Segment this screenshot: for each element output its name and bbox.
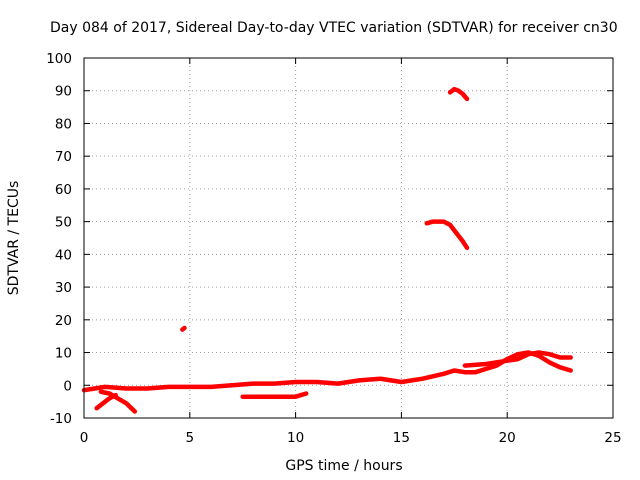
series-arc-50 xyxy=(424,219,470,251)
data-series xyxy=(81,86,573,414)
axis-ticks: 0 5 10 15 20 25 -10 0 10 20 30 40 50 60 70 80 90 100 xyxy=(46,51,621,446)
y-tick-label: 80 xyxy=(55,116,72,132)
x-axis-label: GPS time / hours xyxy=(285,458,402,474)
x-tick-label: 20 xyxy=(499,430,516,446)
series-upper-branch xyxy=(462,350,573,368)
y-tick-label: 0 xyxy=(63,378,72,394)
y-tick-label: 60 xyxy=(55,182,72,198)
series-main-track xyxy=(81,350,573,393)
chart-title: Day 084 of 2017, Sidereal Day-to-day VTE… xyxy=(50,20,618,36)
y-tick-label: -10 xyxy=(50,411,72,427)
x-tick-label: 5 xyxy=(186,430,195,446)
y-tick-label: 30 xyxy=(55,280,72,296)
y-tick-label: 70 xyxy=(55,149,72,165)
series-arc-90 xyxy=(447,86,470,102)
y-tick-label: 90 xyxy=(55,84,72,100)
x-tick-label: 10 xyxy=(287,430,304,446)
y-tick-label: 40 xyxy=(55,247,72,263)
series-lower-plateau xyxy=(240,391,309,399)
plot-frame xyxy=(83,57,614,419)
y-tick-label: 20 xyxy=(55,313,72,329)
y-axis-label: SDTVAR / TECUs xyxy=(6,181,22,296)
y-tick-label: 10 xyxy=(55,346,72,362)
y-tick-label: 50 xyxy=(55,215,72,231)
x-tick-label: 0 xyxy=(80,430,89,446)
grid-lines xyxy=(84,58,613,418)
series-isolated-point xyxy=(180,325,187,332)
y-tick-label: 100 xyxy=(46,51,72,67)
series-low-branch-b xyxy=(98,389,138,414)
x-tick-label: 25 xyxy=(604,430,621,446)
x-tick-label: 15 xyxy=(393,430,410,446)
